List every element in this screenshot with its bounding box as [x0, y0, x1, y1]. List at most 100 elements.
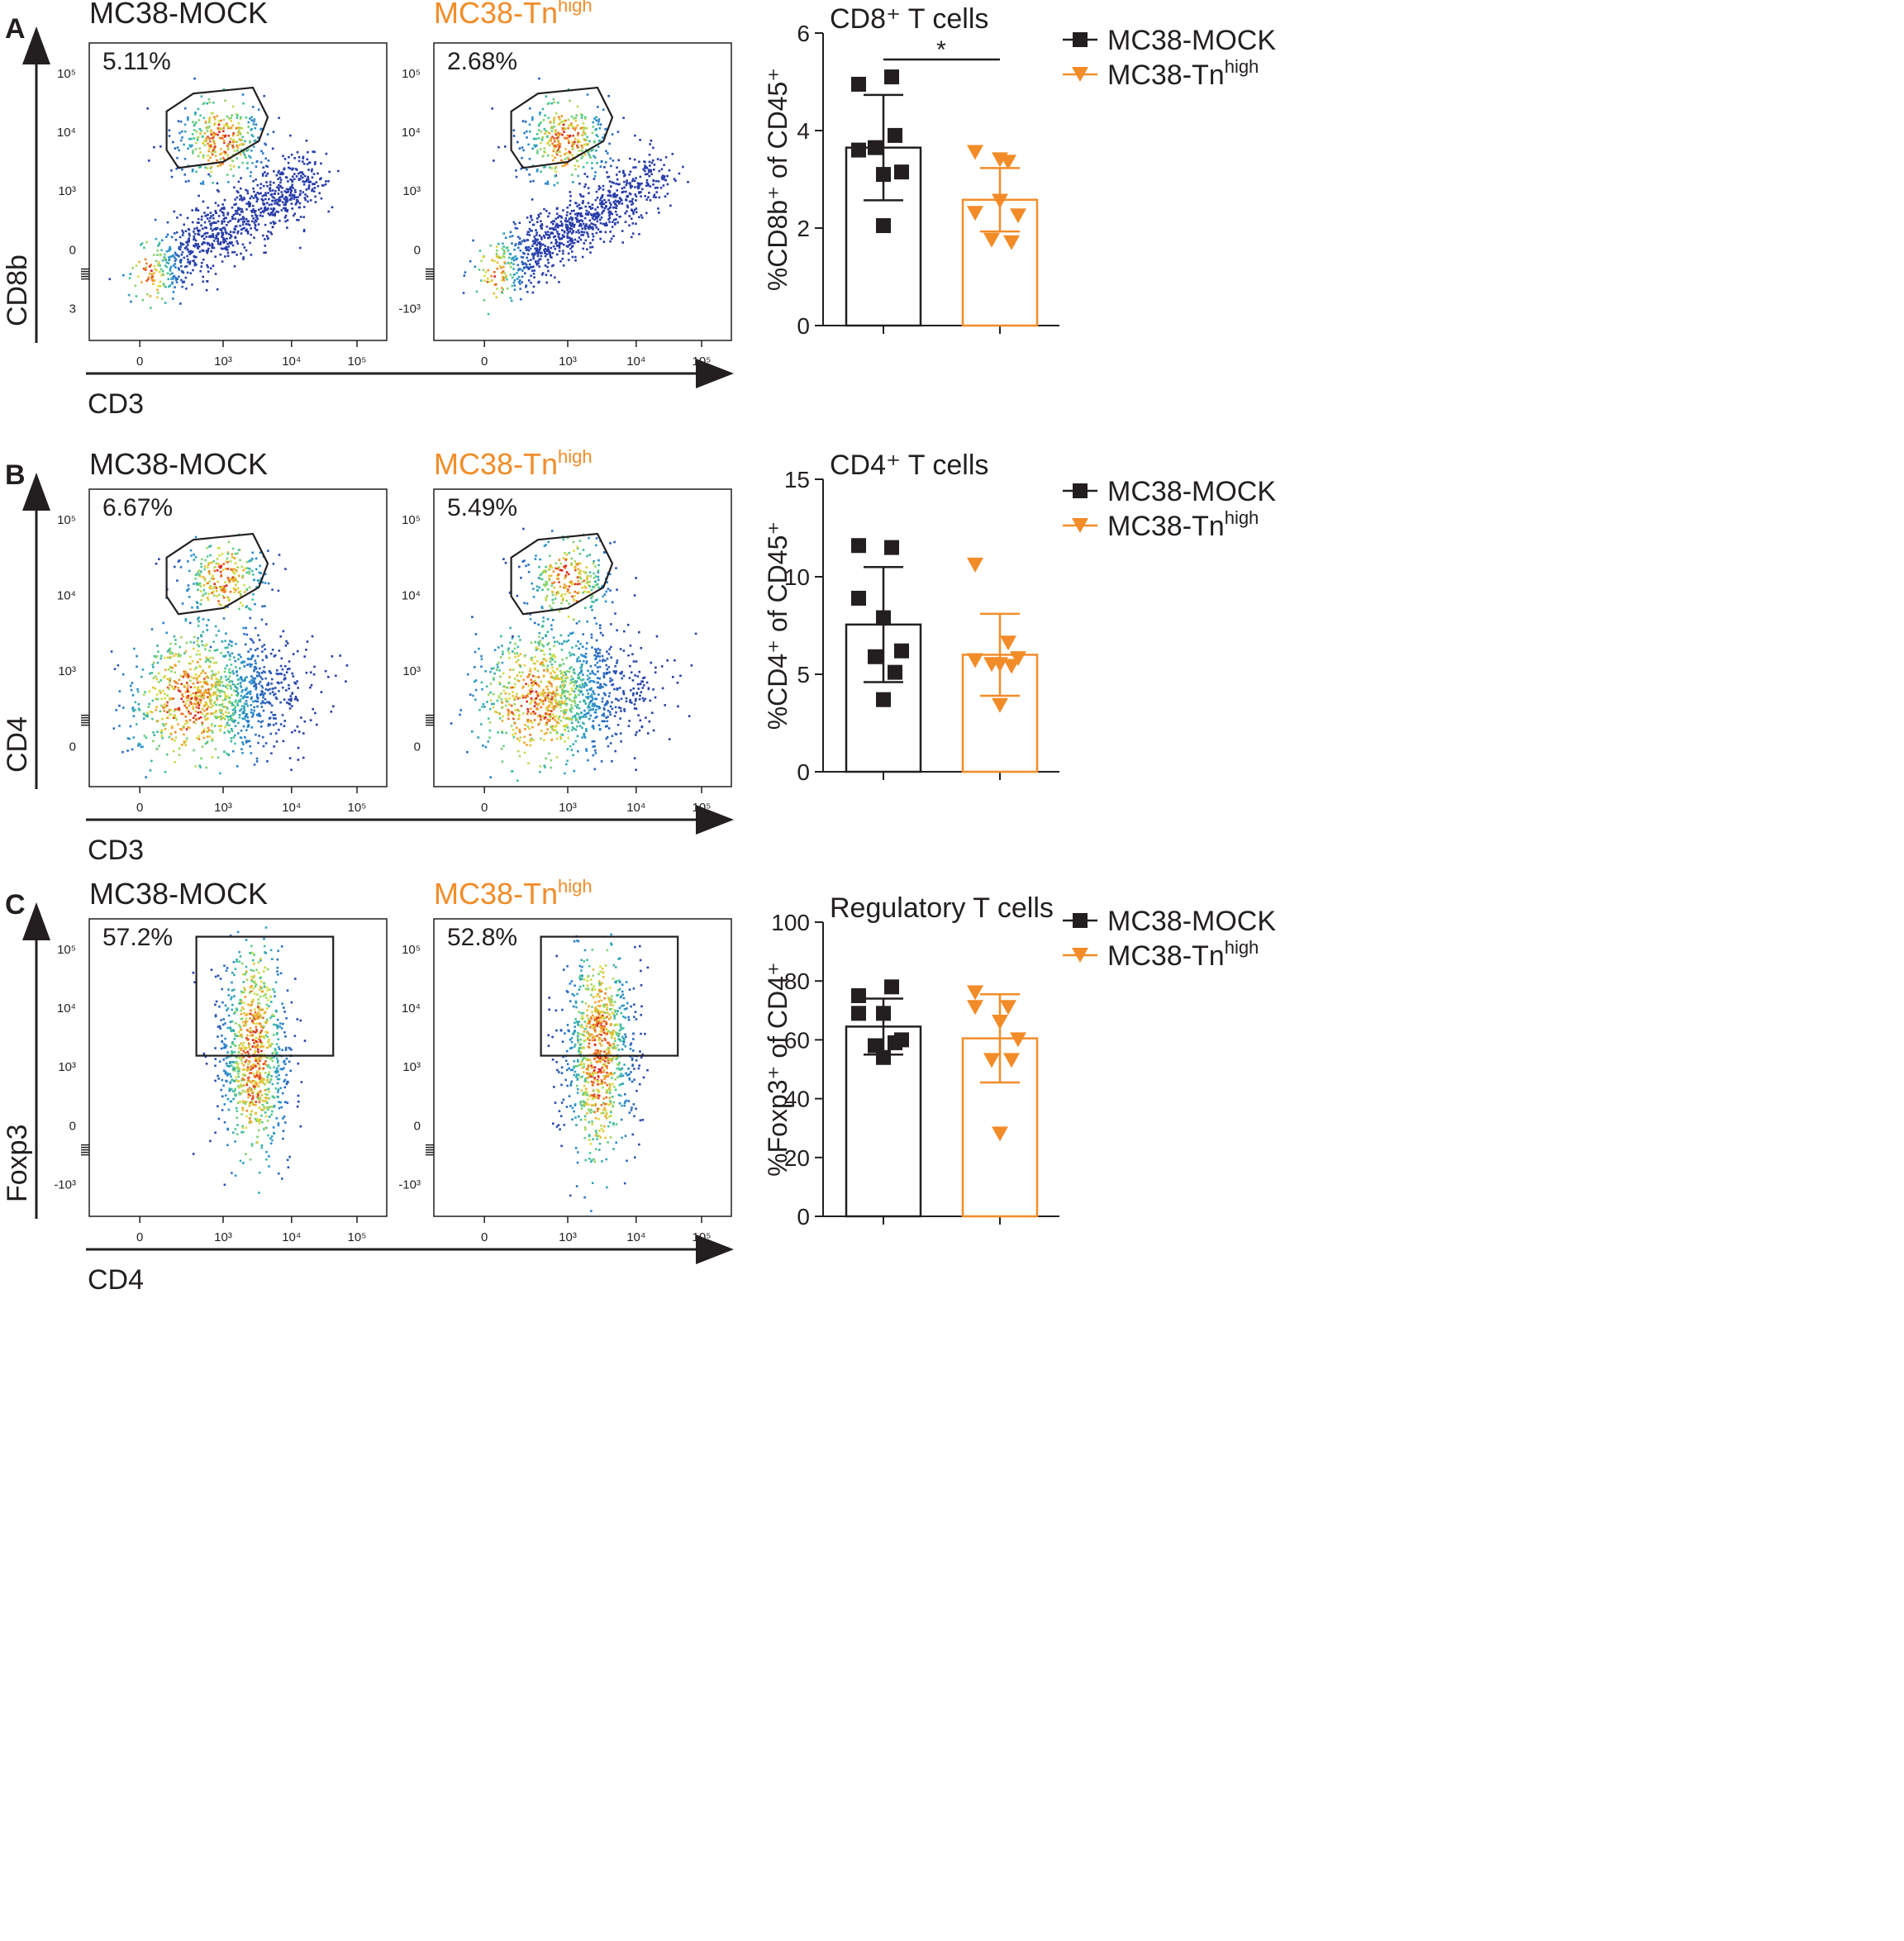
event-dot	[227, 711, 230, 714]
event-dot	[245, 208, 248, 211]
event-dot	[608, 221, 611, 223]
event-dot	[626, 179, 628, 182]
event-dot	[231, 114, 233, 117]
event-dot	[132, 710, 135, 712]
event-dot	[516, 272, 518, 274]
event-dot	[600, 760, 603, 763]
event-dot	[577, 229, 580, 232]
event-dot	[284, 176, 288, 178]
event-dot	[528, 263, 531, 266]
event-dot	[580, 195, 583, 197]
event-dot	[544, 252, 546, 255]
event-dot	[566, 748, 569, 750]
event-dot	[150, 278, 154, 281]
event-dot	[583, 173, 587, 175]
event-dot	[212, 692, 215, 696]
event-dot	[240, 149, 243, 151]
event-dot	[207, 213, 209, 216]
event-dot	[168, 687, 170, 691]
event-dot	[236, 126, 238, 130]
event-dot	[216, 159, 218, 162]
event-dot	[207, 136, 209, 138]
event-dot	[655, 191, 658, 193]
event-dot	[537, 641, 540, 644]
event-dot	[511, 711, 513, 714]
event-dot	[578, 150, 581, 152]
event-dot	[265, 181, 268, 183]
event-dot	[178, 269, 180, 271]
event-dot	[210, 224, 212, 227]
y-tick-label: 10⁴	[57, 588, 76, 602]
event-dot	[169, 265, 173, 269]
event-dot	[596, 220, 599, 223]
event-dot	[539, 258, 542, 260]
event-dot	[622, 172, 625, 174]
event-dot	[230, 117, 232, 119]
event-dot	[159, 657, 162, 660]
event-dot	[258, 571, 261, 574]
event-dot	[169, 245, 171, 249]
event-dot	[595, 190, 598, 193]
event-dot	[191, 250, 194, 253]
event-dot	[577, 640, 579, 643]
event-dot	[121, 750, 124, 754]
event-dot	[568, 217, 571, 221]
event-dot	[223, 750, 226, 753]
event-dot	[195, 170, 198, 174]
event-dot	[255, 220, 258, 223]
event-dot	[279, 723, 283, 725]
event-dot	[183, 723, 187, 725]
event-dot	[206, 102, 209, 105]
event-dot	[610, 623, 612, 626]
event-dot	[192, 121, 194, 123]
event-dot	[583, 682, 587, 684]
event-dot	[168, 259, 170, 262]
event-dot	[518, 279, 521, 282]
event-dot	[540, 661, 544, 664]
event-dot	[235, 202, 237, 206]
event-dot	[242, 256, 245, 259]
event-dot	[193, 238, 195, 241]
event-dot	[515, 695, 518, 698]
event-dot	[523, 131, 526, 135]
event-dot	[172, 254, 174, 257]
event-dot	[531, 699, 533, 702]
event-dot	[288, 687, 290, 690]
event-dot	[286, 642, 289, 645]
event-dot	[592, 148, 594, 151]
event-dot	[236, 117, 239, 119]
event-dot	[230, 740, 233, 743]
event-dot	[170, 670, 173, 673]
event-dot	[193, 113, 197, 116]
event-dot	[536, 133, 539, 136]
event-dot	[238, 144, 241, 146]
event-dot	[229, 127, 231, 130]
event-dot	[234, 659, 236, 663]
event-dot	[624, 174, 626, 176]
event-dot	[548, 709, 550, 712]
event-dot	[269, 213, 271, 216]
event-dot	[207, 159, 210, 162]
event-dot	[560, 159, 563, 162]
event-dot	[264, 671, 266, 673]
event-dot	[188, 621, 192, 625]
event-dot	[194, 694, 198, 697]
event-dot	[218, 603, 221, 606]
event-dot	[243, 583, 245, 587]
event-dot	[269, 652, 273, 655]
event-dot	[273, 193, 276, 196]
event-dot	[610, 212, 612, 214]
event-dot	[531, 245, 534, 247]
event-dot	[131, 748, 134, 751]
event-dot	[588, 155, 592, 159]
event-dot	[198, 250, 202, 253]
event-dot	[554, 656, 557, 659]
event-dot	[506, 287, 509, 290]
event-dot	[522, 685, 525, 688]
event-dot	[224, 646, 227, 649]
event-dot	[586, 161, 588, 164]
event-dot	[611, 133, 614, 136]
x-tick-label: 0	[481, 354, 488, 369]
event-dot	[185, 706, 188, 709]
event-dot	[226, 561, 229, 564]
